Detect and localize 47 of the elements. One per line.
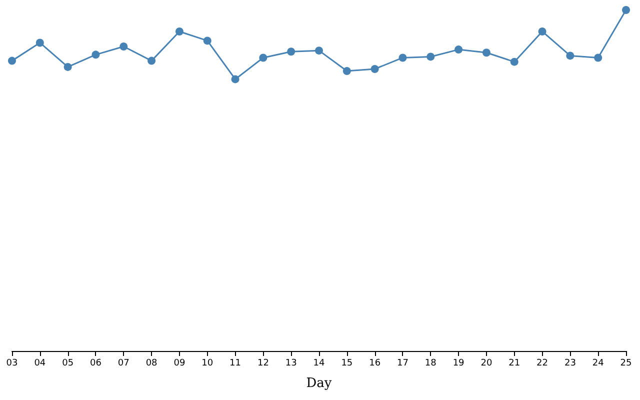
x-tick-label: 18 [424,358,437,368]
x-tick-label: 14 [313,358,325,368]
x-tick-label: 09 [174,358,186,368]
point [398,54,407,62]
x-tick-label: 19 [452,358,465,368]
point [315,46,323,55]
x-tick-label: 06 [90,358,102,368]
x-tick-label: 05 [62,358,74,368]
x-tick-label: 16 [369,358,381,368]
point [92,50,100,59]
point [36,38,44,47]
x-tick-label: 13 [285,358,297,368]
point [287,48,296,56]
x-tick-label: 11 [230,358,241,368]
x-tick-label: 04 [34,358,46,368]
point [8,56,16,65]
x-tick-label: 23 [564,358,576,368]
point [175,27,184,36]
x-axis-title: Day [306,376,332,391]
x-tick-label: 03 [6,358,18,368]
x-tick-label: 20 [480,358,492,368]
point [622,6,630,14]
x-tick-label: 22 [536,358,548,368]
point [231,75,240,84]
point [566,52,574,60]
point [342,67,351,76]
point [148,56,156,65]
point [426,52,435,61]
point [120,42,128,50]
point [370,64,379,73]
x-tick-label: 21 [508,358,520,368]
x-tick-label: 10 [202,358,214,368]
point [203,36,212,45]
x-tick-label: 08 [146,358,158,368]
point [482,48,490,57]
x-tick-label: 15 [341,358,353,368]
x-tick-label: 25 [620,358,632,368]
x-tick-label: 12 [257,358,269,368]
x-tick-label: 24 [592,358,604,368]
point [64,62,72,71]
point [594,54,602,62]
point [538,27,546,36]
x-tick-label: 07 [118,358,130,368]
point [259,54,268,62]
point [454,46,463,54]
x-tick-label: 17 [397,358,408,368]
point [510,58,518,66]
